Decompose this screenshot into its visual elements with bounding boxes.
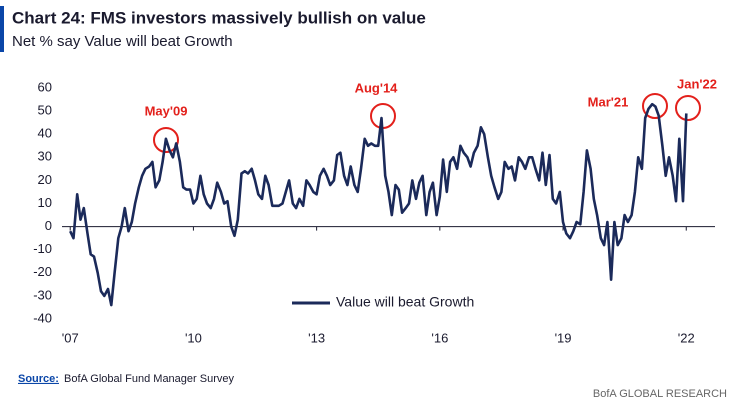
highlight-circle [675,95,701,121]
x-tick-label: '22 [678,330,695,345]
y-tick-label: 60 [38,79,52,94]
chart-subtitle: Net % say Value will beat Growth [12,33,233,50]
y-tick-label: -40 [33,310,52,325]
x-tick-label: '13 [308,330,325,345]
legend-label: Value will beat Growth [336,294,474,310]
y-tick-label: -10 [33,241,52,256]
y-tick-label: 20 [38,172,52,187]
chart-title: Chart 24: FMS investors massively bullis… [12,8,426,27]
y-tick-label: 40 [38,126,52,141]
x-tick-label: '07 [62,330,79,345]
series-line [69,102,688,307]
y-tick-label: -30 [33,287,52,302]
highlight-circle [642,93,668,119]
annotation: May'09 [145,103,188,118]
footer: BofA GLOBAL RESEARCH [593,388,727,400]
source-label: Source: [18,373,59,385]
y-tick-label: 0 [45,218,52,233]
y-tick-label: -20 [33,264,52,279]
title-bar [0,6,4,52]
annotation: Aug'14 [355,80,399,95]
highlight-circle [153,127,179,153]
annotation: Mar'21 [588,94,629,109]
source: BofA Global Fund Manager Survey [64,373,234,385]
y-tick-label: 10 [38,195,52,210]
x-tick-label: '10 [185,330,202,345]
y-tick-label: 50 [38,103,52,118]
x-tick-label: '19 [555,330,572,345]
x-tick-label: '16 [431,330,448,345]
y-tick-label: 30 [38,149,52,164]
annotation: Jan'22 [677,76,717,91]
